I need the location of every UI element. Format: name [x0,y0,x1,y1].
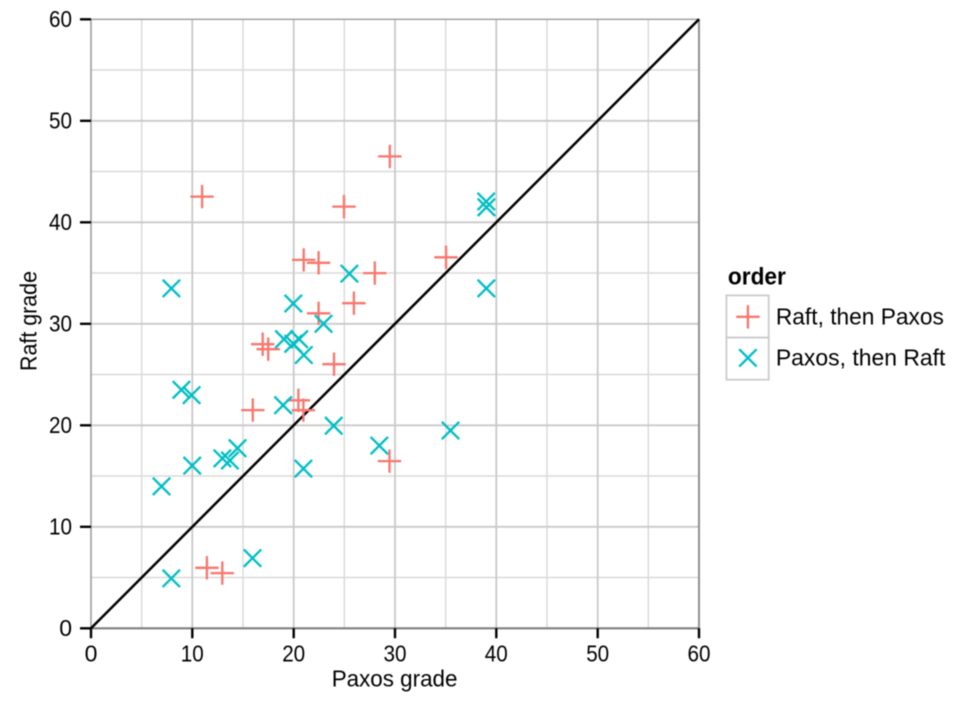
svg-text:Raft, then Paxos: Raft, then Paxos [776,304,944,330]
svg-text:0: 0 [59,615,72,641]
svg-text:60: 60 [688,640,711,666]
svg-text:30: 30 [49,310,72,336]
svg-text:20: 20 [282,640,305,666]
svg-text:Raft grade: Raft grade [16,271,42,371]
svg-text:40: 40 [485,640,508,666]
svg-text:Paxos grade: Paxos grade [332,666,458,692]
svg-text:20: 20 [49,412,72,438]
svg-text:10: 10 [49,513,72,539]
svg-text:10: 10 [181,640,204,666]
svg-text:40: 40 [49,209,72,235]
svg-text:50: 50 [49,107,72,133]
svg-text:Paxos, then Raft: Paxos, then Raft [776,345,946,371]
svg-text:50: 50 [586,640,609,666]
svg-text:0: 0 [85,640,98,666]
svg-text:30: 30 [384,640,407,666]
svg-text:order: order [728,264,786,291]
svg-text:60: 60 [49,6,72,32]
